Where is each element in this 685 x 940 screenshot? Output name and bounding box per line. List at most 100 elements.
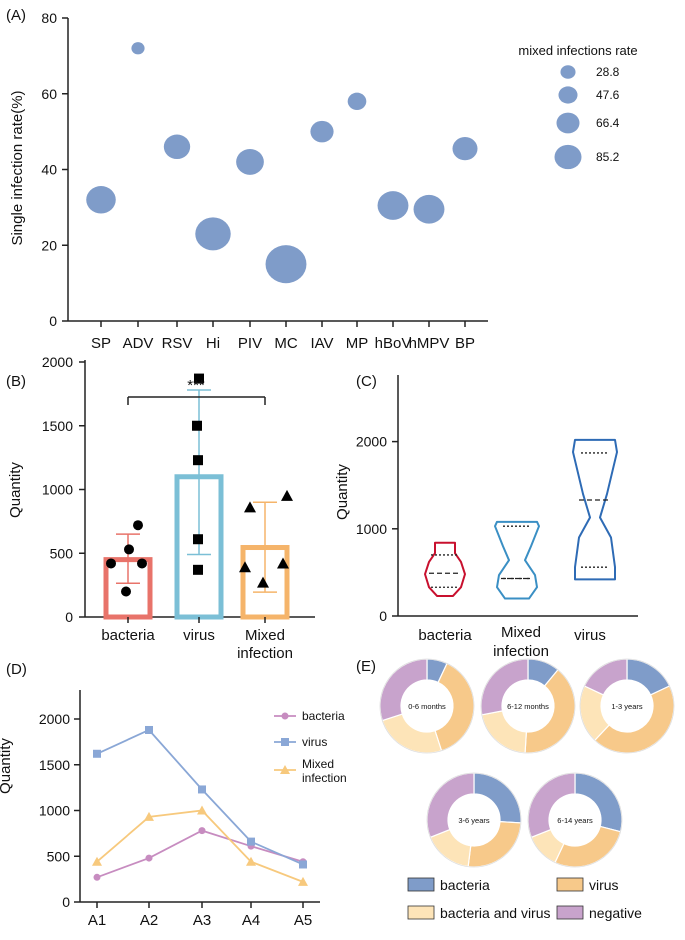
data-point (192, 420, 202, 431)
series-marker (93, 873, 101, 881)
panel-a-xtick-label: hMPV (409, 335, 450, 352)
panel-a-xtick-label: SP (91, 335, 111, 352)
bubble-adv (131, 42, 145, 55)
panel-c-xtick-label: bacteria (418, 627, 472, 644)
series-marker (247, 837, 255, 846)
data-point (137, 558, 147, 569)
bubble-piv (236, 149, 264, 175)
panel-c-ytick-label: 2000 (356, 434, 387, 450)
data-point (244, 501, 256, 513)
donut-slice (467, 820, 522, 868)
bubble-mc (265, 245, 307, 284)
data-point (257, 576, 269, 588)
donut-chart: 3-6 years (426, 772, 522, 868)
panel-b-xtick-label: virus (183, 627, 215, 644)
panel-d-label: (D) (6, 661, 27, 678)
panel-d-ylabel: Quantity (0, 738, 14, 794)
series-marker (197, 805, 207, 815)
panel-b: (B) Quantity 0 500 1000 1500 2000 bacteria vi… (6, 354, 315, 662)
panel-a-xtick-label: IAV (310, 335, 333, 352)
series-marker (198, 827, 206, 835)
legend-label: virus (589, 877, 619, 893)
panel-c-xtick-label: virus (574, 627, 606, 644)
panel-b-ylabel: Quantity (7, 462, 24, 518)
legend-label: virus (302, 735, 327, 749)
bubble-hi (195, 217, 231, 251)
panel-c-ytick-label: 1000 (356, 521, 387, 537)
legend-marker (281, 712, 289, 720)
legend-bubble (554, 144, 582, 170)
donut-label: 6-12 months (507, 702, 549, 711)
panel-c-label: (C) (356, 373, 377, 390)
series-line-1 (96, 728, 304, 866)
bubble-hbov (377, 191, 409, 220)
data-point (281, 489, 293, 501)
panel-b-label: (B) (6, 373, 26, 390)
panel-b-ytick-label: 0 (65, 609, 73, 625)
legend-bubble (560, 65, 576, 79)
legend-marker (281, 738, 289, 746)
donut-chart: 0-6 months (379, 658, 475, 754)
donut-slice (593, 685, 675, 754)
panel-c-xtick-label: Mixed (501, 624, 541, 641)
data-point (121, 586, 131, 597)
panel-b-ytick-label: 2000 (42, 354, 73, 370)
panel-d-xtick-label: A5 (294, 912, 312, 929)
legend-marker (280, 765, 290, 774)
panel-a-xtick-label: MC (274, 335, 297, 352)
panel-d-ytick-label: 2000 (39, 711, 70, 727)
legend-label: bacteria and virus (440, 905, 551, 921)
series-marker (93, 749, 101, 758)
data-point (133, 520, 143, 531)
legend-swatch (407, 905, 435, 920)
panel-a-xtick-label: hBoV (375, 335, 412, 352)
data-point (106, 558, 116, 569)
series-marker (198, 785, 206, 794)
bubble-sp (86, 186, 116, 214)
panel-a-xtick-label: Hi (206, 335, 220, 352)
panel-b-xtick-label: bacteria (101, 627, 155, 644)
bubble-iav (310, 120, 334, 143)
panel-d: (D) Quantity 0 500 1000 1500 2000 A1 A2 A3 A4 A5… (0, 661, 347, 929)
series-line-2 (96, 809, 304, 883)
bubble-hmpv (413, 194, 445, 224)
bubble-mp (347, 92, 367, 110)
panel-b-ytick-label: 1500 (42, 418, 73, 434)
legend-bubble (556, 112, 580, 134)
panel-a-ytick-label: 80 (41, 10, 57, 26)
donut-outline (379, 658, 475, 754)
donut-slice (379, 658, 428, 722)
donut-outline (426, 772, 522, 868)
panel-a-ytick-label: 60 (41, 86, 57, 102)
panel-e-label: (E) (356, 658, 376, 675)
panel-b-ytick-label: 1000 (42, 482, 73, 498)
legend-bubble-label: 66.4 (596, 116, 620, 130)
panel-d-xtick-label: A4 (242, 912, 260, 929)
data-point (193, 534, 203, 545)
panel-c-xtick-label: infection (493, 643, 549, 660)
panel-d-xtick-label: A1 (88, 912, 106, 929)
panel-a-label: (A) (6, 7, 26, 24)
data-point (194, 373, 204, 384)
legend-label: Mixed (302, 757, 334, 771)
legend-label: negative (589, 905, 642, 921)
panel-a-legend-title: mixed infections rate (518, 43, 637, 58)
panel-d-ytick-label: 500 (47, 848, 71, 864)
donut-chart: 6-12 months (480, 658, 576, 754)
panel-c-ytick-label: 0 (379, 608, 387, 624)
donut-outline (480, 658, 576, 754)
donut-label: 6-14 years (557, 816, 593, 825)
panel-c-ylabel: Quantity (334, 464, 351, 520)
series-marker (145, 725, 153, 734)
violin-1 (494, 520, 540, 600)
legend-bubble-label: 28.8 (596, 65, 620, 79)
donut-slice (527, 772, 576, 839)
series-marker (299, 860, 307, 869)
panel-b-xtick-label: Mixed (245, 627, 285, 644)
panel-a-ytick-label: 40 (41, 162, 57, 178)
legend-label: bacteria (302, 709, 345, 723)
data-point (239, 561, 251, 573)
violin-0 (424, 541, 466, 597)
legend-label: bacteria (440, 877, 490, 893)
